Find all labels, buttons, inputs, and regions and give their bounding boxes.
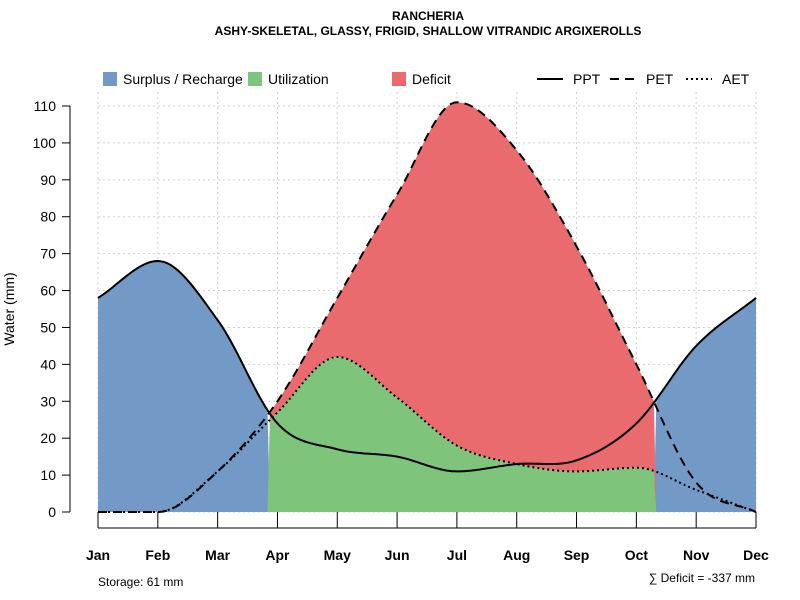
chart-subtitle: ASHY-SKELETAL, GLASSY, FRIGID, SHALLOW V… — [215, 24, 642, 38]
series-line-aet — [98, 355, 757, 513]
x-tick-label: Feb — [145, 547, 170, 563]
deficit-note: ∑ Deficit = -337 mm — [649, 571, 755, 585]
x-tick-label: Jul — [447, 547, 467, 563]
y-tick-label: 60 — [40, 283, 56, 299]
legend: Surplus / Recharge Utilization Deficit PPT P… — [103, 71, 750, 87]
legend-label: PET — [646, 71, 674, 87]
storage-note: Storage: 61 mm — [98, 575, 183, 589]
y-tick-label: 10 — [40, 467, 56, 483]
y-tick-label: 50 — [40, 319, 56, 335]
legend-swatch — [392, 72, 406, 86]
series-line-ppt — [97, 259, 757, 473]
x-tick-label: Oct — [625, 547, 649, 563]
deficit-area — [98, 102, 756, 513]
x-tick-label: Sep — [564, 547, 590, 563]
x-tick-label: Jun — [385, 547, 410, 563]
x-tick-label: Aug — [503, 547, 530, 563]
legend-label: Utilization — [268, 71, 329, 87]
y-tick-label: 20 — [40, 430, 56, 446]
y-tick-label: 100 — [33, 135, 57, 151]
utilization-area — [98, 357, 756, 512]
legend-swatch — [103, 72, 117, 86]
legend-label: PPT — [573, 71, 601, 87]
y-tick-label: 70 — [40, 246, 56, 262]
x-tick-label: Nov — [683, 547, 710, 563]
x-tick-label: Dec — [743, 547, 769, 563]
y-tick-label: 80 — [40, 209, 56, 225]
y-axis-label: Water (mm) — [1, 272, 17, 345]
y-tick-label: 40 — [40, 356, 56, 372]
areas-layer — [98, 102, 756, 513]
y-tick-label: 30 — [40, 393, 56, 409]
chart-title: RANCHERIA — [392, 9, 464, 23]
series-line-pet — [98, 101, 757, 513]
x-tick-label: Apr — [265, 547, 290, 563]
surplus-area — [98, 261, 756, 512]
legend-label: Surplus / Recharge — [123, 71, 243, 87]
axes: 0 10 20 30 40 50 60 70 80 90 100 110 Jan Feb Mar Apr May… — [33, 98, 769, 563]
legend-swatch — [248, 72, 262, 86]
x-tick-label: Jan — [86, 547, 110, 563]
legend-label: AET — [722, 71, 750, 87]
y-tick-label: 110 — [34, 98, 57, 114]
x-tick-label: May — [324, 547, 351, 563]
y-tick-label: 0 — [48, 504, 56, 520]
legend-label: Deficit — [412, 71, 451, 87]
y-tick-label: 90 — [40, 172, 56, 188]
x-tick-label: Mar — [205, 547, 230, 563]
lines-layer — [97, 101, 757, 513]
